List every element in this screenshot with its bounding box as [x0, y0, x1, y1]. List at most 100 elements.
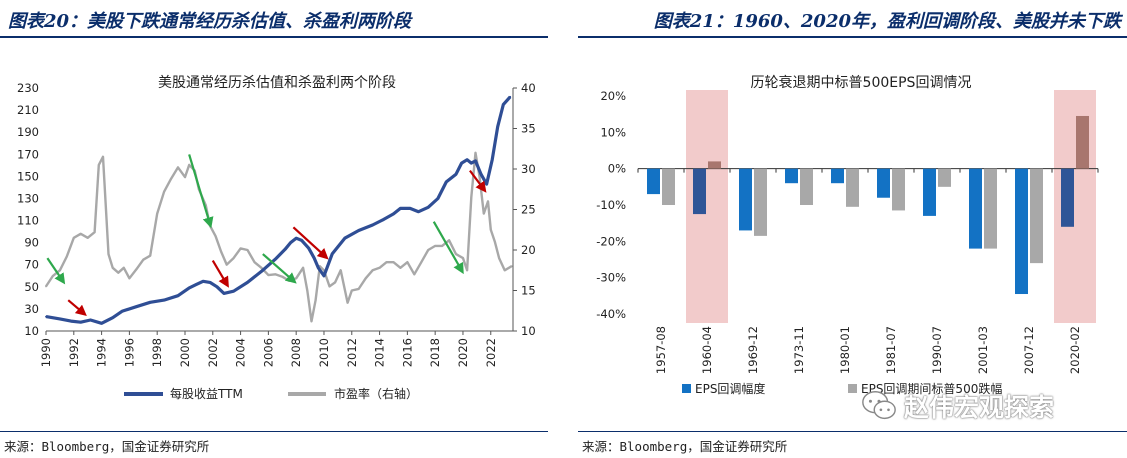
right-y-tick-label: 15 — [521, 284, 536, 298]
y-tick-label: -30% — [596, 271, 626, 285]
pe-point — [267, 274, 270, 277]
left-y-tick-label: 150 — [17, 169, 39, 183]
left-y-tick-label: 210 — [17, 103, 39, 117]
green-arrow — [46, 257, 66, 285]
pe-point — [97, 164, 100, 166]
pe-point — [482, 212, 485, 215]
sp500-bar-2007-12 — [1030, 168, 1043, 264]
green-arrow — [432, 221, 464, 275]
pe-point — [462, 257, 464, 259]
pe-point — [406, 261, 409, 264]
pe-point — [225, 263, 228, 266]
x-tick-label: 2007-12 — [1022, 326, 1036, 374]
eps-point — [89, 319, 92, 321]
eps-point — [331, 252, 334, 255]
pe-point — [470, 196, 473, 199]
right-figure-title: 图表21：1960、2020年，盈利回调阶段、美股并未下跌 — [653, 11, 1121, 32]
eps-point — [323, 274, 325, 277]
pe-point — [135, 268, 138, 271]
sp500-bar-1960-04 — [708, 161, 721, 169]
pe-point — [188, 164, 191, 166]
eps-point — [163, 299, 166, 301]
red-arrow — [211, 259, 229, 288]
eps-point — [491, 158, 494, 161]
x-tick-label: 2010 — [317, 338, 331, 367]
pe-point — [58, 269, 61, 272]
y-tick-label: 0% — [608, 162, 626, 176]
pe-point — [128, 277, 131, 280]
eps-point — [313, 257, 316, 259]
pe-point — [350, 289, 353, 292]
chart2-axes: 20% 10% 0% -10% -20% -30% -40% 1957-08 1960-04 19… — [596, 89, 1099, 374]
left-y-tick-label: 230 — [17, 81, 39, 95]
pe-point — [274, 273, 277, 276]
eps-point — [417, 210, 420, 213]
pe-point — [478, 176, 481, 178]
y-tick-label: -20% — [596, 234, 626, 248]
pe-point — [86, 236, 89, 239]
x-tick-label: 1990-07 — [930, 326, 944, 374]
right-y-tick-label: 30 — [521, 162, 536, 176]
highlight-band-2020-02 — [1054, 90, 1096, 323]
eps-bar-1981-07 — [877, 168, 890, 198]
sp500-bar-1969-12 — [754, 168, 767, 236]
eps-point — [246, 281, 249, 284]
right-y-tick-label: 40 — [521, 81, 536, 95]
pe-point — [65, 255, 68, 258]
eps-point — [300, 239, 303, 242]
chart2-bars — [647, 115, 1089, 295]
eps-bar-2007-12 — [1015, 168, 1028, 295]
x-tick-label: 1973-11 — [792, 326, 806, 374]
right-source-text: 来源：Bloomberg，国金证券研究所 — [582, 439, 788, 454]
chat-bubble-icon — [862, 391, 896, 420]
eps-point — [502, 103, 505, 106]
pe-point — [385, 261, 388, 264]
eps-point — [427, 206, 430, 209]
eps-point — [177, 294, 179, 297]
left-y-tick-label: 10 — [24, 324, 39, 338]
sp500-bar-1973-11 — [800, 168, 813, 205]
left-source-text: 来源：Bloomberg，国金证券研究所 — [4, 439, 210, 454]
legend-eps-label: 每股收益TTM — [170, 386, 243, 401]
pe-point — [149, 254, 152, 257]
eps-point — [209, 281, 211, 284]
x-tick-label: 1957-08 — [654, 326, 668, 374]
pe-point — [427, 249, 430, 251]
eps-point — [509, 95, 512, 98]
pe-point — [170, 177, 172, 180]
pe-point — [346, 301, 349, 304]
legend-sp500-label: EPS回调期间标普500跌幅 — [861, 381, 1002, 396]
left-figure-header: 图表20：美股下跌通常经历杀估值、杀盈利两阶段 — [0, 0, 548, 38]
pe-point — [163, 190, 166, 193]
pe-point — [334, 281, 336, 284]
pe-point — [239, 247, 242, 250]
right-y-tick-label: 10 — [521, 324, 536, 338]
x-tick-label: 2014 — [373, 338, 387, 367]
pe-point — [420, 261, 423, 264]
x-tick-label: 1980-01 — [838, 326, 852, 374]
green-arrow — [262, 253, 297, 284]
eps-point — [58, 317, 61, 320]
chart1-legend: 每股收益TTM 市盈率（右轴） — [124, 386, 418, 401]
x-tick-label: 2008 — [289, 338, 303, 367]
sp500-bar-1980-01 — [846, 168, 859, 207]
eps-bar-2001-03 — [969, 168, 982, 249]
eps-point — [111, 316, 114, 319]
eps-point — [216, 285, 218, 288]
eps-point — [274, 258, 277, 261]
pe-point — [448, 239, 450, 242]
eps-point — [100, 322, 103, 325]
eps-point — [460, 162, 463, 165]
x-tick-label: 2020 — [456, 338, 470, 367]
x-tick-label: 1981-07 — [884, 326, 898, 374]
x-tick-label: 1994 — [95, 338, 109, 367]
legend-eps-label: EPS回调幅度 — [695, 381, 765, 396]
pe-point — [288, 279, 291, 282]
eps-line — [45, 95, 512, 325]
eps-point — [474, 160, 477, 162]
legend-pe-label: 市盈率（右轴） — [334, 386, 418, 401]
sp500-bar-1981-07 — [892, 168, 905, 211]
left-y-tick-label: 170 — [17, 147, 39, 161]
x-tick-label: 2012 — [345, 338, 359, 367]
pe-point — [184, 176, 186, 178]
